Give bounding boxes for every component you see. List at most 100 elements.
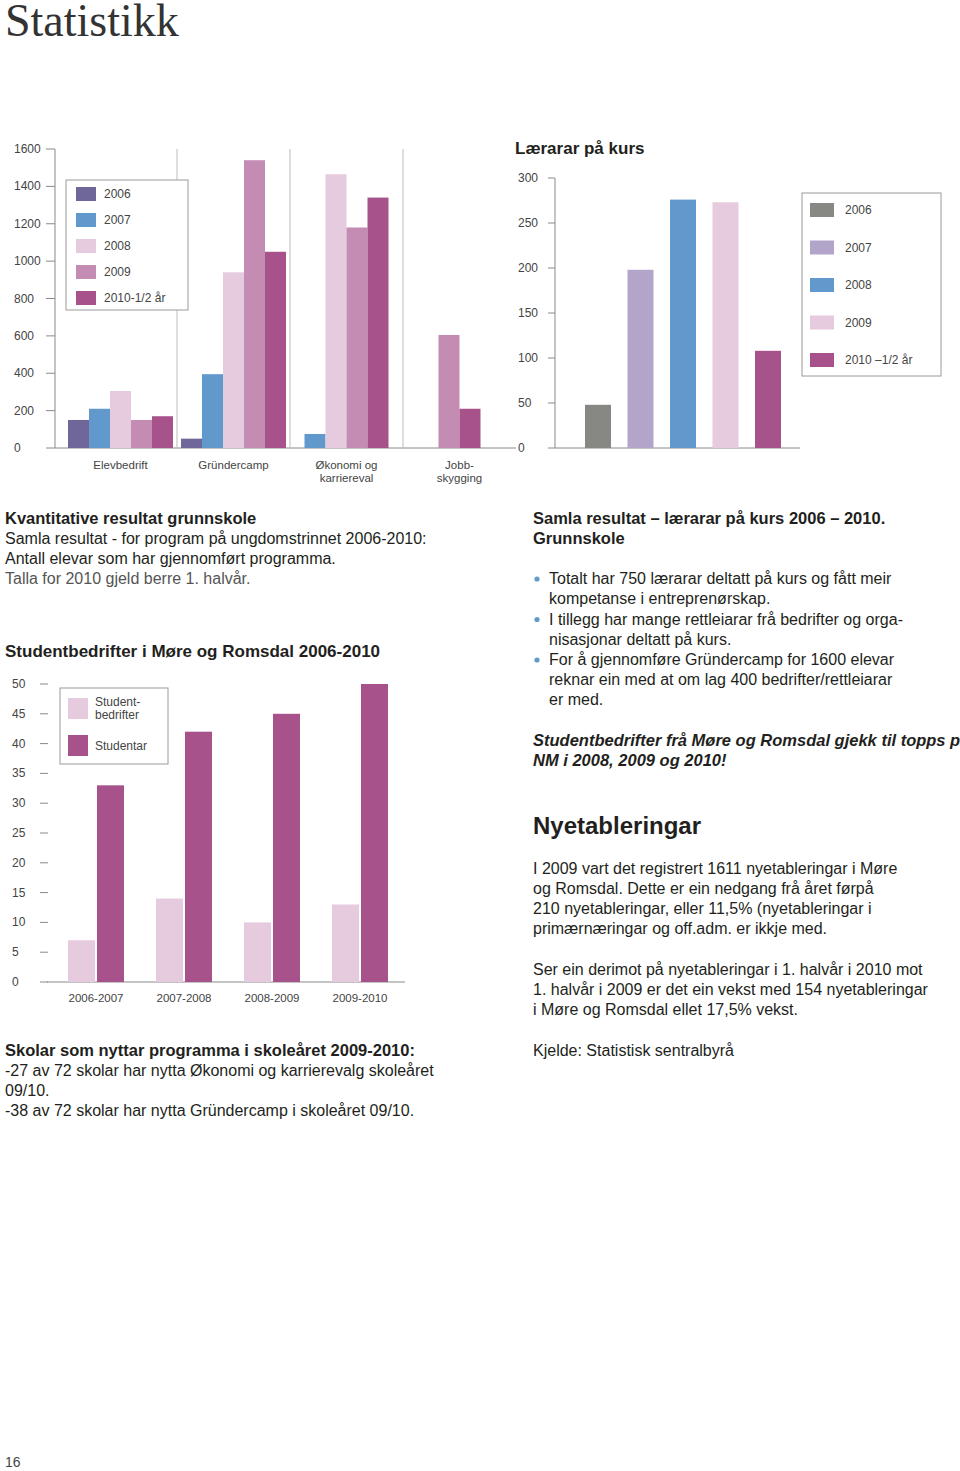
legend: 20062007200820092010 –1/2 år bbox=[802, 193, 941, 376]
x-tick-label: Jobb-skygging bbox=[437, 459, 482, 484]
legend-label-line: bedrifter bbox=[95, 708, 139, 722]
x-tick-label-line: Jobb- bbox=[445, 459, 474, 471]
bar bbox=[244, 160, 265, 448]
text-line: -38 av 72 skolar har nytta Gründercamp i… bbox=[5, 1102, 414, 1119]
y-tick bbox=[46, 448, 55, 449]
bullet-line: nisasjonar deltatt på kurs. bbox=[549, 631, 731, 648]
legend-box bbox=[66, 180, 188, 310]
legend-label: 2010-1/2 år bbox=[104, 291, 165, 305]
bar bbox=[89, 409, 110, 448]
text-line: Antall elevar som har gjennomført progra… bbox=[5, 550, 336, 567]
heading: Samla resultat – lærarar på kurs 2006 – … bbox=[533, 509, 885, 527]
legend-label: Student-bedrifter bbox=[95, 695, 140, 722]
bar bbox=[273, 714, 300, 982]
band-separator bbox=[290, 149, 291, 448]
y-tick bbox=[40, 684, 48, 685]
y-tick-label: 40 bbox=[12, 737, 26, 751]
legend-swatch bbox=[76, 265, 96, 279]
paragraph-line: i Møre og Romsdal ellet 17,5% vekst. bbox=[533, 1001, 798, 1018]
legend-label: 2010 –1/2 år bbox=[845, 353, 912, 367]
x-tick-label: 2006-2007 bbox=[69, 992, 124, 1004]
y-tick bbox=[46, 335, 55, 336]
bar bbox=[326, 174, 347, 448]
bullet-line: I tillegg har mange rettleiarar frå bedr… bbox=[549, 611, 903, 628]
bar bbox=[347, 227, 368, 448]
legend-label: Studentar bbox=[95, 739, 147, 753]
x-tick-label-line: Økonomi og bbox=[315, 459, 377, 471]
y-tick bbox=[46, 149, 55, 150]
y-tick-label: 1400 bbox=[14, 179, 41, 193]
legend: 20062007200820092010-1/2 år bbox=[66, 180, 188, 310]
paragraph-line: primærnæringar og off.adm. er ikkje med. bbox=[533, 920, 827, 937]
bullet-line: kompetanse i entreprenørskap. bbox=[549, 590, 770, 607]
y-tick-label: 20 bbox=[12, 856, 26, 870]
bar bbox=[223, 272, 244, 448]
chart-title: Lærarar på kurs bbox=[515, 139, 644, 158]
bar bbox=[244, 922, 271, 982]
highlight: Studentbedrifter frå Møre og Romsdal gje… bbox=[533, 731, 960, 749]
y-tick-label: 1600 bbox=[14, 142, 41, 156]
x-tick-label: Gründercamp bbox=[198, 459, 268, 471]
y-tick bbox=[548, 178, 555, 179]
paragraph-line: og Romsdal. Dette er ein nedgang frå åre… bbox=[533, 880, 874, 897]
y-tick-label: 50 bbox=[518, 396, 532, 410]
x-tick-label: Økonomi ogkarriereval bbox=[315, 459, 377, 484]
legend-label: 2008 bbox=[104, 239, 131, 253]
legend-swatch bbox=[810, 241, 834, 255]
y-tick bbox=[40, 892, 48, 893]
bar bbox=[97, 785, 124, 982]
chart-0: 02004006008001000120014001600Elevbedrift… bbox=[14, 142, 516, 484]
legend-swatch bbox=[810, 316, 834, 330]
bar bbox=[585, 405, 611, 448]
y-tick bbox=[46, 186, 55, 187]
bars bbox=[585, 200, 781, 448]
x-tick-label: Elevbedrift bbox=[93, 459, 148, 471]
y-tick-label: 25 bbox=[12, 826, 26, 840]
bar bbox=[439, 335, 460, 448]
y-tick bbox=[40, 713, 48, 714]
bar bbox=[670, 200, 696, 448]
bar bbox=[305, 434, 326, 448]
y-tick-label: 45 bbox=[12, 707, 26, 721]
heading: Grunnskole bbox=[533, 529, 625, 547]
y-tick-label: 600 bbox=[14, 329, 34, 343]
bar bbox=[131, 420, 152, 448]
x-tick-label-line: skygging bbox=[437, 472, 482, 484]
legend-swatch bbox=[76, 291, 96, 305]
legend-box bbox=[802, 193, 941, 376]
x-tick-label: 2007-2008 bbox=[157, 992, 212, 1004]
x-tick-label-line: 2008-2009 bbox=[245, 992, 300, 1004]
y-tick-label: 250 bbox=[518, 216, 538, 230]
y-tick-label: 50 bbox=[12, 677, 26, 691]
section-title: Nyetableringar bbox=[533, 812, 701, 839]
y-tick bbox=[548, 358, 555, 359]
y-tick bbox=[40, 982, 48, 983]
y-tick bbox=[40, 803, 48, 804]
y-tick bbox=[46, 223, 55, 224]
bar bbox=[628, 270, 654, 448]
y-tick-label: 150 bbox=[518, 306, 538, 320]
heading: Kvantitative resultat grunnskole bbox=[5, 509, 256, 527]
legend-label: 2008 bbox=[845, 278, 872, 292]
y-tick bbox=[40, 743, 48, 744]
y-tick bbox=[548, 448, 555, 449]
legend-swatch bbox=[76, 239, 96, 253]
bar bbox=[156, 899, 183, 982]
paragraph-line: 1. halvår i 2009 er det ein vekst med 15… bbox=[533, 981, 929, 998]
y-tick bbox=[40, 773, 48, 774]
legend-label: 2009 bbox=[104, 265, 131, 279]
right-column: Samla resultat – lærarar på kurs 2006 – … bbox=[533, 509, 960, 1059]
bullet-line: er med. bbox=[549, 691, 603, 708]
x-tick-label-line: Gründercamp bbox=[198, 459, 268, 471]
y-tick bbox=[40, 833, 48, 834]
bullet-dot bbox=[534, 657, 539, 662]
x-tick-label: 2008-2009 bbox=[245, 992, 300, 1004]
x-tick-label-line: 2009-2010 bbox=[333, 992, 388, 1004]
bullet-line: reknar ein med at om lag 400 bedrifter/r… bbox=[549, 671, 893, 688]
x-tick-label-line: 2006-2007 bbox=[69, 992, 124, 1004]
legend-label: 2007 bbox=[104, 213, 131, 227]
chart-title: Studentbedrifter i Møre og Romsdal 2006-… bbox=[5, 642, 380, 661]
bar bbox=[361, 684, 388, 982]
y-tick bbox=[548, 403, 555, 404]
bar bbox=[68, 420, 89, 448]
